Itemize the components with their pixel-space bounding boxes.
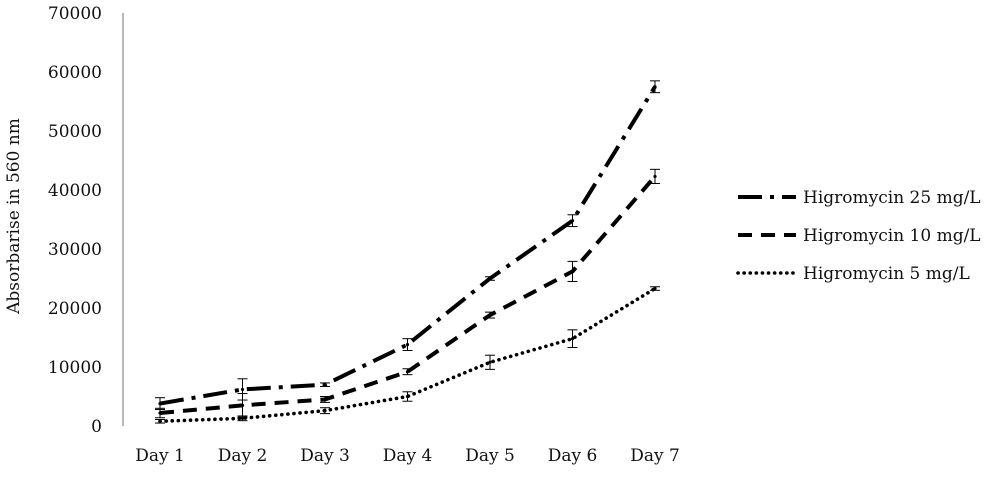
x-tick-label: Day 7 xyxy=(630,446,680,466)
legend: Higromycin 25 mg/L Higromycin 10 mg/L Higr… xyxy=(736,188,981,284)
data-point xyxy=(653,286,657,291)
series-layer xyxy=(155,80,660,424)
axes: 0 10000 20000 30000 40000 50000 60000 70000 Day … xyxy=(48,4,680,466)
data-point xyxy=(570,219,575,223)
y-tick-label: 40000 xyxy=(48,181,102,201)
legend-label: Higromycin 10 mg/L xyxy=(803,226,981,246)
data-point xyxy=(488,313,492,317)
data-point xyxy=(240,416,245,420)
series-line xyxy=(159,85,657,406)
y-tick-label: 20000 xyxy=(48,299,102,319)
legend-item: Higromycin 25 mg/L xyxy=(738,188,981,208)
data-point xyxy=(570,337,575,341)
y-tick-label: 70000 xyxy=(48,4,102,24)
data-point xyxy=(158,401,162,406)
x-tick-label: Day 5 xyxy=(465,446,515,466)
y-axis-label: Absorbarise in 560 nm xyxy=(4,118,24,315)
y-tick-label: 50000 xyxy=(48,122,102,142)
y-tick-label: 30000 xyxy=(48,240,102,260)
data-point xyxy=(488,360,492,364)
y-tick-label: 0 xyxy=(91,417,102,437)
x-tick-label: Day 2 xyxy=(218,446,268,466)
x-tick-label: Day 1 xyxy=(135,446,185,466)
data-point xyxy=(405,370,410,374)
data-point xyxy=(653,85,657,89)
y-tick-label: 60000 xyxy=(48,63,102,83)
x-tick-label: Day 3 xyxy=(300,446,350,466)
data-point xyxy=(323,397,327,402)
legend-label: Higromycin 25 mg/L xyxy=(803,188,981,208)
x-tick-label: Day 4 xyxy=(383,446,433,466)
series-group xyxy=(155,168,660,419)
data-point xyxy=(240,403,245,407)
data-point xyxy=(158,419,162,423)
data-point xyxy=(158,411,162,415)
legend-item: Higromycin 5 mg/L xyxy=(736,264,970,284)
legend-label: Higromycin 5 mg/L xyxy=(803,264,970,284)
data-point xyxy=(488,276,492,281)
data-point xyxy=(240,387,245,392)
data-point xyxy=(405,342,410,347)
data-point xyxy=(323,409,327,413)
y-tick-label: 10000 xyxy=(48,358,102,378)
legend-item: Higromycin 10 mg/L xyxy=(738,226,981,246)
data-point xyxy=(570,269,575,274)
series-line xyxy=(159,175,657,416)
data-point xyxy=(323,383,327,387)
x-tick-label: Day 6 xyxy=(548,446,598,466)
data-point xyxy=(653,174,657,179)
data-point xyxy=(405,394,410,399)
series-group xyxy=(155,286,660,424)
series-group xyxy=(155,80,660,410)
